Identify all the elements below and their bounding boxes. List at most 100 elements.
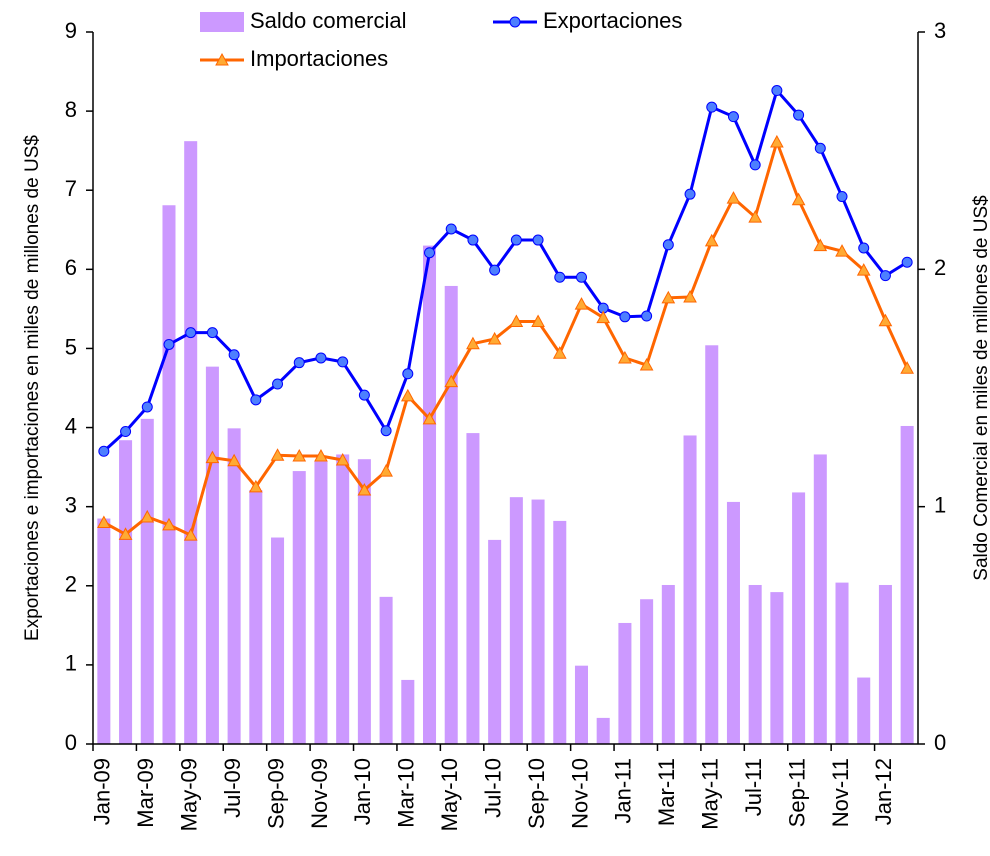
marker [836,191,848,203]
y-tick-label: 4 [65,413,77,438]
bar [748,584,762,744]
marker [163,338,175,350]
bar [379,596,393,744]
marker [379,464,393,477]
marker [727,111,739,123]
legend-swatch [200,12,244,32]
line [103,137,909,538]
marker [770,134,784,148]
bar [857,677,871,744]
y-tick-label: 6 [65,255,77,280]
marker [532,234,544,246]
marker [509,314,524,328]
marker [531,314,545,328]
bar [162,205,176,745]
y2-tick-label: 1 [934,492,946,517]
y2-tick-label: 0 [934,730,946,755]
bar [770,592,784,744]
marker [813,238,828,252]
marker [467,234,479,246]
y-tick-label: 3 [65,492,77,517]
marker [858,242,870,254]
marker [641,310,653,322]
bar [119,440,133,744]
marker [315,352,327,364]
marker [227,453,241,467]
marker [814,142,826,154]
bar [792,492,806,744]
marker [424,247,436,259]
x-tick-label: Jul-09 [220,758,245,818]
marker [422,411,437,425]
x-tick-label: Jul-10 [480,758,505,818]
bar [661,584,675,744]
marker [878,313,893,327]
bar [640,599,654,744]
marker [183,528,198,541]
y-tick-label: 2 [65,572,77,597]
marker [120,426,132,438]
marker [900,361,914,374]
bar [336,454,350,744]
marker [661,290,676,304]
marker [272,378,284,390]
bar [488,539,502,744]
marker [118,527,133,540]
marker [706,101,718,113]
marker [704,233,719,247]
marker [206,327,218,339]
marker [402,368,414,380]
y-tick-label: 7 [65,176,77,201]
legend-marker [215,52,229,66]
marker [293,357,305,369]
x-tick-label: Nov-11 [828,758,853,827]
marker [466,336,480,350]
marker [791,192,806,206]
marker [141,401,153,413]
marker [489,264,501,276]
legend-label: Importaciones [250,46,388,71]
marker [337,356,349,368]
y-tick-label: 8 [65,97,77,122]
marker [98,445,110,457]
x-tick-label: Mar-11 [654,758,679,826]
bar [835,582,849,744]
x-tick-label: Jan-11 [611,758,636,824]
marker [554,271,566,283]
x-tick-label: Jul-11 [741,758,766,816]
legend-label: Exportaciones [543,8,682,33]
marker [596,310,611,324]
bar [726,501,740,744]
x-tick-label: Sep-09 [263,758,288,829]
marker [684,188,696,200]
y-tick-label: 5 [65,334,77,359]
marker [574,297,589,310]
marker [357,483,372,496]
x-tick-label: Jan-10 [350,758,375,825]
marker [726,191,741,204]
marker [835,244,849,257]
marker [444,374,459,388]
bar [574,665,588,744]
bar [900,425,914,744]
marker [314,448,328,462]
x-tick-label: Mar-10 [394,758,419,828]
marker [575,271,587,283]
y2-tick-label: 3 [934,18,946,43]
y2-tick-label: 2 [934,255,946,280]
marker [771,85,783,97]
x-tick-label: May-11 [698,758,723,830]
x-tick-label: Nov-09 [307,758,332,829]
marker [205,450,220,464]
bar [401,679,415,744]
marker [185,327,197,339]
line [102,87,908,453]
x-tick-label: Jan-09 [90,758,115,825]
bar [357,459,371,744]
marker [228,349,240,361]
bar [97,518,111,744]
marker [901,256,913,268]
bar [618,622,632,744]
marker [445,223,457,235]
bar [813,454,827,744]
